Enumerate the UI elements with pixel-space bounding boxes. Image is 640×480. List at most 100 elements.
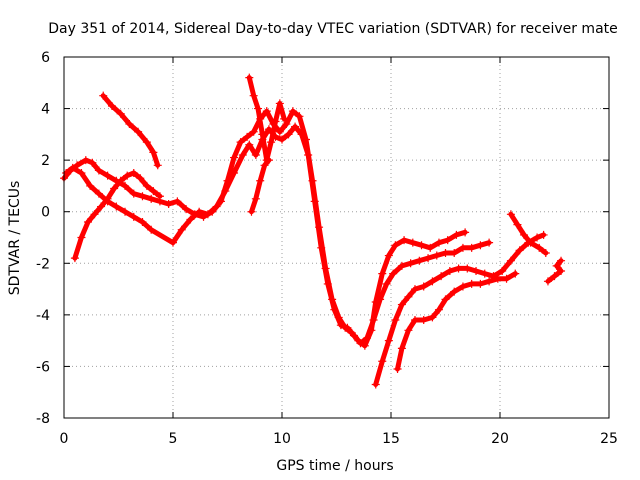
data-point (291, 122, 300, 131)
data-point (275, 127, 284, 136)
series-line (508, 211, 549, 256)
data-point (369, 316, 378, 325)
data-point (349, 331, 358, 340)
data-point (506, 256, 515, 265)
series-track-j (543, 256, 566, 286)
series-line (373, 232, 547, 387)
data-point (94, 189, 103, 198)
data-point (138, 218, 147, 227)
data-point (129, 189, 138, 198)
data-point (445, 267, 454, 276)
data-point (107, 101, 116, 110)
data-point (230, 153, 239, 162)
data-point (249, 127, 258, 136)
data-point (476, 241, 485, 250)
data-point (212, 202, 221, 211)
data-point (443, 236, 452, 245)
data-point (68, 163, 77, 172)
series-track-g (371, 230, 548, 389)
data-point (404, 292, 413, 301)
data-point (83, 218, 92, 227)
data-point (550, 272, 559, 281)
data-point (450, 248, 459, 257)
data-point (363, 334, 372, 343)
data-point (384, 336, 393, 345)
data-point (288, 107, 297, 116)
x-tick-label: 5 (169, 431, 178, 447)
data-point (90, 210, 99, 219)
data-point (77, 169, 86, 178)
data-point (125, 120, 134, 129)
data-point (535, 243, 544, 252)
data-point (391, 241, 400, 250)
data-point (149, 187, 158, 196)
data-point (397, 344, 406, 353)
y-tick-label: 2 (41, 153, 50, 169)
data-point (461, 228, 470, 237)
data-point (121, 181, 130, 190)
data-point (77, 233, 86, 242)
data-point (397, 261, 406, 270)
data-point (112, 202, 121, 211)
series-track-i (506, 210, 550, 257)
series-line (72, 170, 163, 261)
data-point (238, 150, 247, 159)
data-point (103, 194, 112, 203)
data-point (389, 269, 398, 278)
series-line (246, 75, 287, 163)
data-point (410, 285, 419, 294)
chart-title: Day 351 of 2014, Sidereal Day-to-day VTE… (48, 21, 618, 37)
series-track-f (247, 156, 273, 216)
data-point (116, 176, 125, 185)
data-point (432, 251, 441, 260)
data-point (463, 264, 472, 273)
data-point (371, 380, 380, 389)
data-point (493, 274, 502, 283)
data-point (441, 248, 450, 257)
data-point (506, 210, 515, 219)
data-point (245, 73, 254, 82)
data-point (533, 233, 542, 242)
data-point (88, 158, 97, 167)
data-point (454, 264, 463, 273)
data-point (336, 321, 345, 330)
y-tick-label: 4 (41, 102, 50, 118)
data-point (310, 197, 319, 206)
data-point (260, 161, 269, 170)
data-point (458, 282, 467, 291)
data-point (384, 251, 393, 260)
x-tick-label: 20 (491, 431, 509, 447)
data-point (203, 210, 212, 219)
data-point (467, 243, 476, 252)
data-point (419, 282, 428, 291)
data-point (458, 243, 467, 252)
data-point (182, 205, 191, 214)
data-point (186, 215, 195, 224)
data-point (450, 287, 459, 296)
data-point (271, 117, 280, 126)
data-point (552, 261, 561, 270)
data-point (251, 194, 260, 203)
y-tick-label: -8 (36, 411, 50, 427)
data-point (249, 91, 258, 100)
data-point (539, 230, 548, 239)
y-axis-label: SDTVAR / TECUs (7, 181, 23, 296)
data-point (251, 150, 260, 159)
series-track-b (62, 122, 494, 348)
data-point (543, 277, 552, 286)
y-tick-label: -4 (36, 308, 50, 324)
data-point (513, 220, 522, 229)
data-point (472, 267, 481, 276)
series-track-h (393, 269, 520, 374)
y-tick-label: 6 (41, 50, 50, 66)
data-point (397, 300, 406, 309)
data-point (99, 91, 108, 100)
data-point (424, 254, 433, 263)
data-point (247, 207, 256, 216)
plot-frame (63, 56, 610, 419)
series-line (100, 93, 161, 168)
data-point (149, 148, 158, 157)
series-line (395, 271, 518, 372)
series-line (63, 124, 492, 346)
